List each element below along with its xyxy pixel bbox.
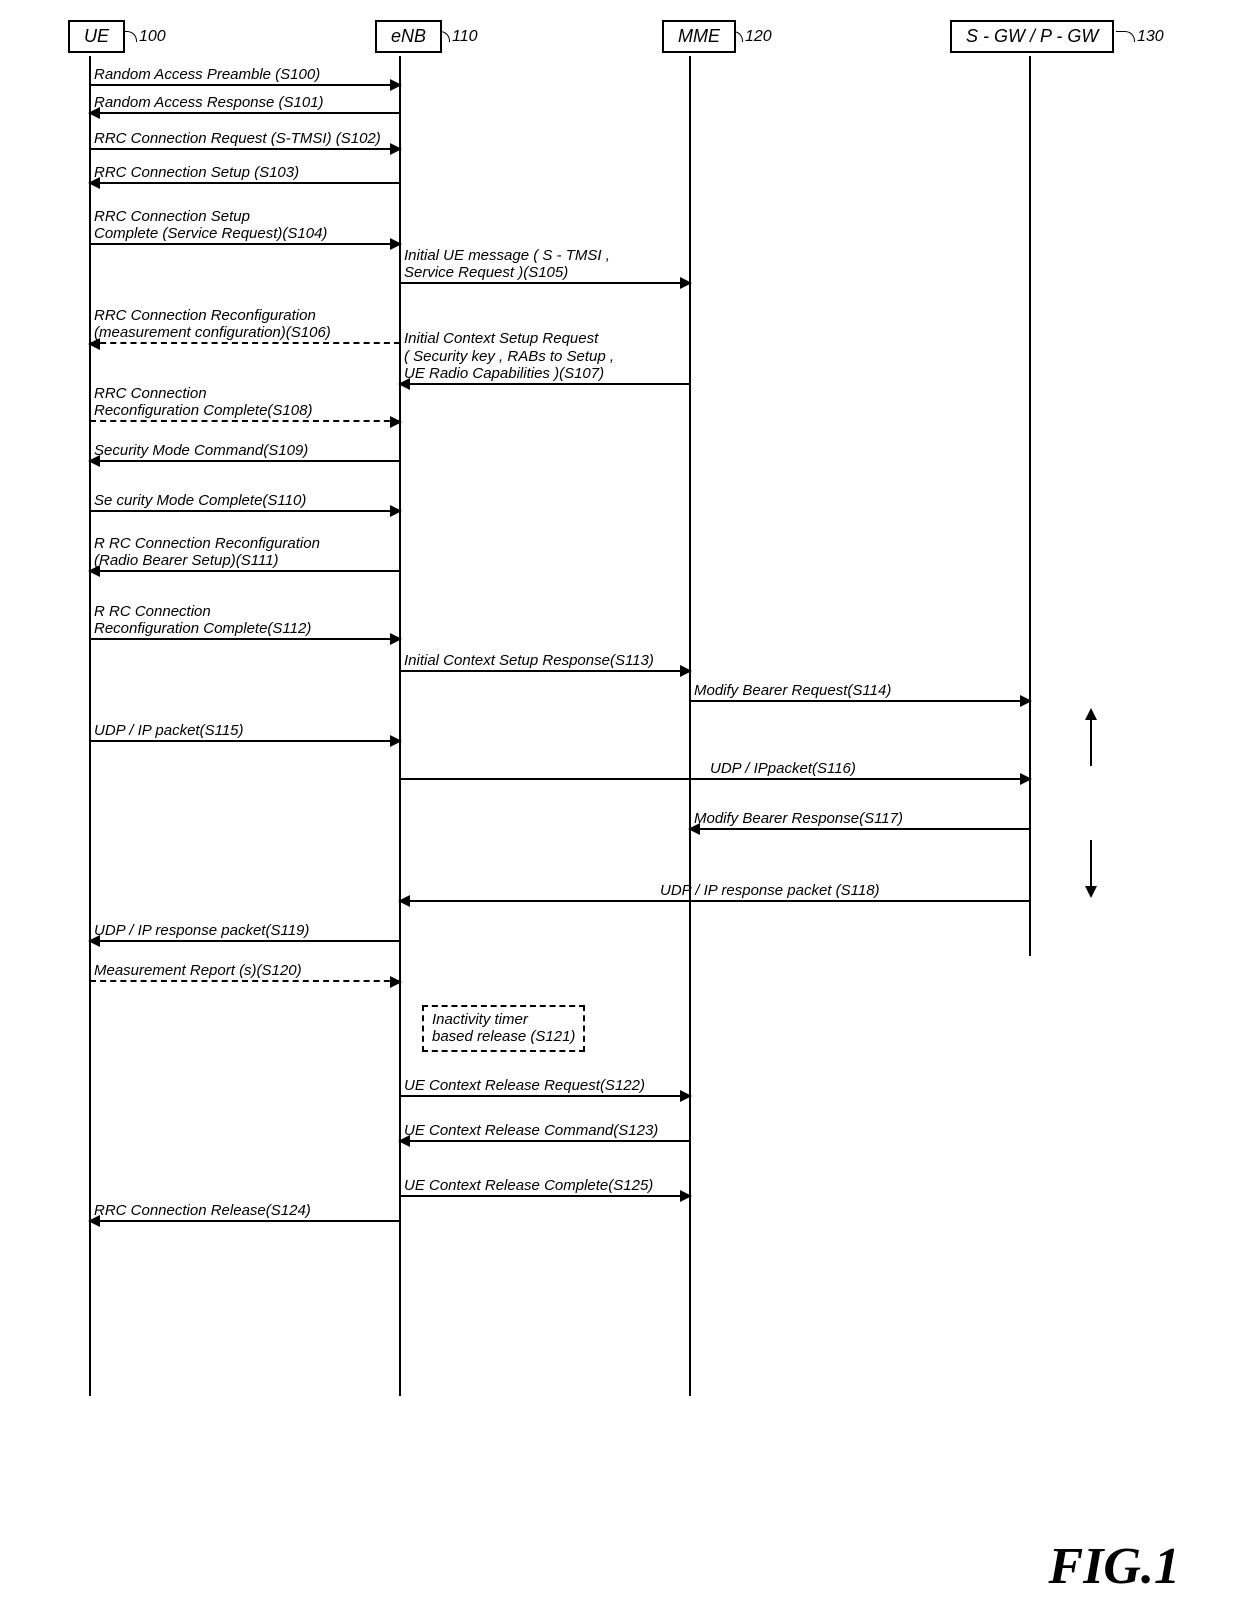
sequence-diagram: UE100eNB110MME120S - GW / P - GW130Rando… — [30, 20, 1210, 1470]
message-arrow: Modify Bearer Request(S114) — [690, 700, 1030, 702]
message-arrow: RRC ConnectionReconfiguration Complete(S… — [90, 420, 400, 422]
message-label: UE Context Release Command(S123) — [404, 1122, 658, 1139]
message-arrow: Modify Bearer Response(S117) — [690, 828, 1030, 830]
message-label: Modify Bearer Response(S117) — [694, 810, 903, 827]
message-arrow: UE Context Release Command(S123) — [400, 1140, 690, 1142]
message-label: RRC Connection Release(S124) — [94, 1202, 311, 1219]
message-arrow: RRC Connection Request (S-TMSI) (S102) — [90, 148, 400, 150]
actor-id: 100 — [118, 28, 166, 46]
message-arrow: R RC ConnectionReconfiguration Complete(… — [90, 638, 400, 640]
message-label: R RC Connection Reconfiguration(Radio Be… — [94, 535, 320, 570]
message-arrow: UDP / IP response packet (S118) — [400, 900, 1030, 902]
lifeline — [89, 56, 91, 1396]
message-label: UDP / IP response packet (S118) — [660, 882, 880, 899]
message-label: Initial UE message ( S - TMSI ,Service R… — [404, 247, 610, 282]
message-arrow: Initial UE message ( S - TMSI ,Service R… — [400, 282, 690, 284]
message-arrow: UDP / IP response packet(S119) — [90, 940, 400, 942]
message-label: UDP / IP packet(S115) — [94, 722, 244, 739]
message-label: UDP / IP response packet(S119) — [94, 922, 309, 939]
message-arrow: RRC Connection Release(S124) — [90, 1220, 400, 1222]
figure-label: FIG.1 — [1049, 1537, 1180, 1596]
message-arrow: UDP / IPpacket(S116) — [400, 778, 1030, 780]
lifeline — [1029, 56, 1031, 956]
message-arrow: RRC Connection SetupComplete (Service Re… — [90, 243, 400, 245]
actor-box-mme: MME — [662, 20, 736, 53]
message-label: R RC ConnectionReconfiguration Complete(… — [94, 603, 311, 638]
actor-box-s-gw-p-gw: S - GW / P - GW — [950, 20, 1114, 53]
message-arrow: Initial Context Setup Request( Security … — [400, 383, 690, 385]
message-label: RRC Connection Reconfiguration(measureme… — [94, 307, 331, 342]
message-arrow: UDP / IP packet(S115) — [90, 740, 400, 742]
actor-box-ue: UE — [68, 20, 125, 53]
inactivity-note: Inactivity timerbased release (S121) — [422, 1005, 585, 1052]
message-label: Initial Context Setup Response(S113) — [404, 652, 654, 669]
message-label: UE Context Release Request(S122) — [404, 1077, 645, 1094]
message-label: RRC ConnectionReconfiguration Complete(S… — [94, 385, 312, 420]
message-label: UDP / IPpacket(S116) — [710, 760, 856, 777]
message-label: Initial Context Setup Request( Security … — [404, 330, 614, 382]
message-label: RRC Connection Setup (S103) — [94, 164, 299, 181]
message-arrow: RRC Connection Setup (S103) — [90, 182, 400, 184]
external-arrow — [1090, 710, 1092, 766]
message-arrow: RRC Connection Reconfiguration(measureme… — [90, 342, 400, 344]
message-arrow: Security Mode Command(S109) — [90, 460, 400, 462]
message-label: Se curity Mode Complete(S110) — [94, 492, 306, 509]
message-label: Modify Bearer Request(S114) — [694, 682, 891, 699]
external-arrow — [1090, 840, 1092, 896]
message-label: Random Access Response (S101) — [94, 94, 324, 111]
message-arrow: Se curity Mode Complete(S110) — [90, 510, 400, 512]
message-arrow: UE Context Release Complete(S125) — [400, 1195, 690, 1197]
message-arrow: Random Access Response (S101) — [90, 112, 400, 114]
message-label: RRC Connection Request (S-TMSI) (S102) — [94, 130, 381, 147]
message-arrow: Random Access Preamble (S100) — [90, 84, 400, 86]
message-label: RRC Connection SetupComplete (Service Re… — [94, 208, 327, 243]
message-arrow: Initial Context Setup Response(S113) — [400, 670, 690, 672]
message-label: UE Context Release Complete(S125) — [404, 1177, 653, 1194]
message-arrow: Measurement Report (s)(S120) — [90, 980, 400, 982]
message-label: Random Access Preamble (S100) — [94, 66, 320, 83]
actor-id: 130 — [1116, 28, 1164, 46]
message-arrow: UE Context Release Request(S122) — [400, 1095, 690, 1097]
actor-box-enb: eNB — [375, 20, 442, 53]
message-arrow: R RC Connection Reconfiguration(Radio Be… — [90, 570, 400, 572]
message-label: Security Mode Command(S109) — [94, 442, 308, 459]
message-label: Measurement Report (s)(S120) — [94, 962, 302, 979]
